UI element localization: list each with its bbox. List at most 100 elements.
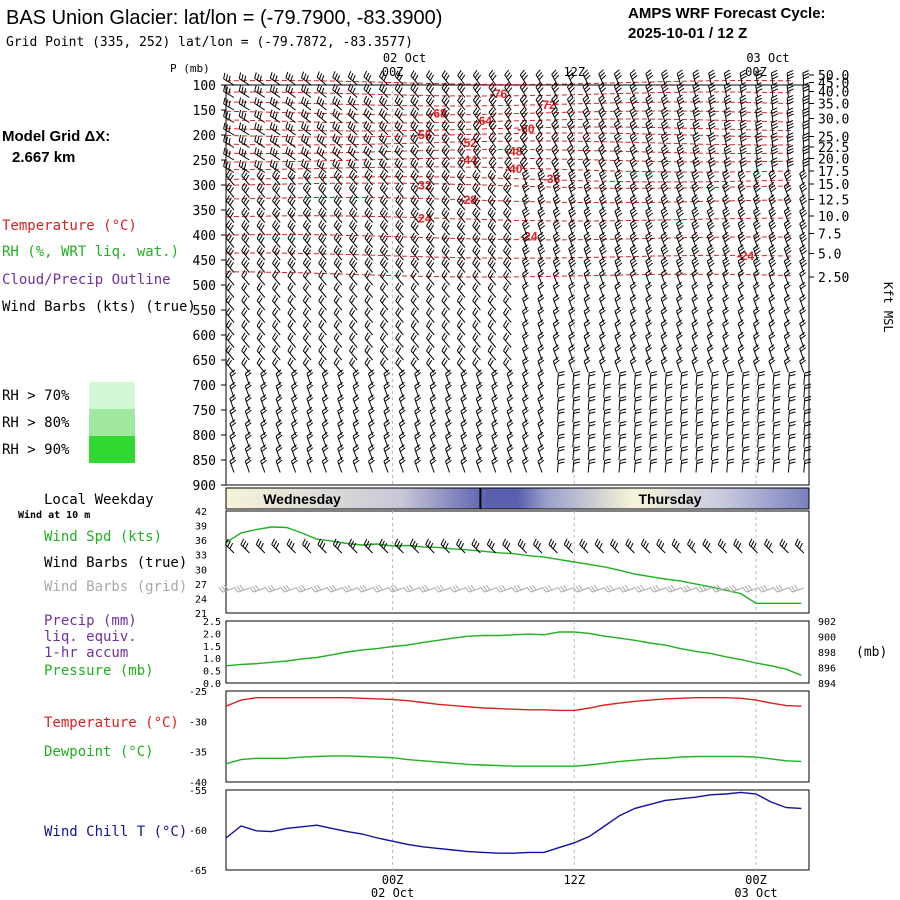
- wind-barb: [506, 456, 514, 473]
- wind-barb: [347, 146, 358, 161]
- wind-barb: [275, 456, 283, 473]
- rh-legend-90: RH > 90%: [2, 442, 70, 458]
- wind-barb: [753, 194, 761, 211]
- wind-barb: [457, 157, 466, 173]
- wind-barb: [460, 456, 468, 473]
- wind-barb: [633, 383, 642, 398]
- wind-barb: [614, 356, 622, 373]
- wind-barb: [394, 145, 404, 161]
- wind-barb: [680, 433, 688, 448]
- wind-barb: [603, 421, 611, 436]
- wind-barb: [426, 270, 435, 286]
- wind-barb-true: [456, 538, 466, 554]
- wind-barb: [426, 207, 435, 223]
- rh-legend-70: RH > 70%: [2, 388, 70, 404]
- wind-barb-true: [794, 538, 805, 554]
- wind-barb: [537, 231, 546, 248]
- wind-barb: [722, 231, 731, 248]
- wind-tick-label: 39: [195, 522, 207, 533]
- axis-ylabel-pressure: P (mb): [170, 62, 210, 75]
- day-bar: Wednesday Thursday: [225, 487, 810, 510]
- pressure-tick-label: 350: [193, 204, 216, 219]
- wind-barb: [285, 159, 296, 173]
- wind-barb: [802, 120, 810, 136]
- wind-barb: [772, 371, 781, 386]
- wind-barb: [723, 107, 732, 123]
- wind-barb: [347, 158, 358, 173]
- top-hour-label: 12Z: [563, 65, 585, 79]
- wind-barb-true: [363, 538, 373, 554]
- wind-barb: [229, 456, 237, 473]
- wind-barb: [472, 82, 482, 98]
- wind-barb: [737, 356, 745, 373]
- isotherm-label: -56: [414, 128, 432, 142]
- rh-legend-80: RH > 80%: [2, 415, 70, 431]
- wind-barb: [256, 245, 266, 261]
- wind-barb: [660, 244, 669, 261]
- wind-barb: [757, 371, 765, 386]
- wind-barb-grid: [526, 584, 543, 593]
- wind-barb: [803, 408, 812, 423]
- wind-barb: [649, 433, 658, 448]
- wind-barb: [566, 144, 575, 161]
- wind-barb: [522, 256, 530, 273]
- wind-barb: [710, 446, 719, 461]
- wind-barb-true: [502, 538, 512, 554]
- wind-barb: [664, 446, 673, 461]
- wind-barb: [254, 84, 266, 98]
- wind-barb: [706, 256, 715, 273]
- wind-barb-true: [271, 538, 281, 554]
- wind-barb: [241, 170, 250, 186]
- wind-tick-label: 42: [195, 507, 207, 518]
- wind-barb: [723, 157, 732, 173]
- wind-barb: [787, 421, 796, 436]
- wind-barb: [457, 120, 466, 136]
- wind-barb: [618, 446, 627, 461]
- wind-barb: [708, 82, 716, 98]
- wind-barb: [287, 245, 296, 261]
- wind-barb: [223, 110, 235, 123]
- wind-barb: [629, 181, 638, 198]
- wind-barb: [695, 371, 704, 386]
- height-tick-label: 20.0: [818, 153, 849, 168]
- bottom-date-label: 02 Oct: [371, 886, 414, 900]
- height-tick-label: 22.5: [818, 141, 849, 156]
- pressure-tick-label: 450: [193, 254, 216, 269]
- wind-barb-grid: [464, 584, 481, 593]
- wind-barb: [302, 245, 312, 261]
- wind-barb: [753, 356, 760, 373]
- wind-barb: [441, 145, 450, 161]
- wind-barb: [572, 446, 581, 461]
- pressure-tick-label: 600: [193, 329, 216, 344]
- wind-barb: [535, 107, 544, 123]
- grid-point-label: Grid Point (335, 252) lat/lon = (-79.787…: [6, 35, 413, 50]
- temp-tick-label: -30: [189, 717, 207, 728]
- pressure-tick-label: 900: [818, 633, 836, 644]
- wind-barb: [429, 456, 437, 473]
- wind-barb: [552, 356, 560, 373]
- wind-barb: [256, 295, 266, 311]
- wind-barb: [691, 356, 699, 373]
- wind-barb-grid: [511, 584, 527, 593]
- wind-barb: [799, 194, 808, 211]
- wind-barb: [379, 170, 389, 186]
- wind-barb: [363, 83, 373, 98]
- wind-barb: [676, 219, 684, 236]
- wind-barb-grid: [588, 584, 604, 593]
- wind-barb: [425, 145, 435, 161]
- rh-swatch-80: [89, 409, 135, 436]
- wind-barb: [786, 70, 794, 86]
- wind-barb-grid: [310, 584, 327, 593]
- wind-barb: [301, 146, 312, 161]
- wind-barb: [272, 345, 281, 361]
- temperature-line: [225, 697, 802, 712]
- wind-barb: [583, 194, 592, 211]
- wind-barb: [441, 320, 450, 336]
- wind-barb: [318, 245, 327, 261]
- wind-barb: [504, 144, 513, 161]
- pressure-tick-label: 898: [818, 648, 836, 659]
- wind-barb: [503, 232, 512, 248]
- wind-barb: [504, 107, 513, 123]
- wind-barb: [316, 71, 327, 86]
- wind-barb-true: [671, 538, 681, 554]
